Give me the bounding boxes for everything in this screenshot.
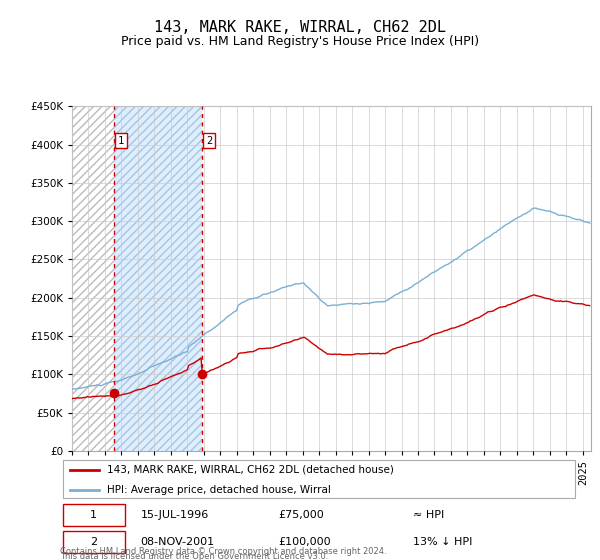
Bar	[114, 106, 202, 451]
FancyBboxPatch shape	[62, 460, 575, 498]
Text: 15-JUL-1996: 15-JUL-1996	[140, 510, 209, 520]
Text: 1: 1	[118, 136, 124, 146]
Text: 2: 2	[206, 136, 212, 146]
Text: £100,000: £100,000	[278, 537, 331, 547]
Bar	[72, 106, 114, 451]
Text: This data is licensed under the Open Government Licence v3.0.: This data is licensed under the Open Gov…	[60, 552, 328, 560]
Text: Contains HM Land Registry data © Crown copyright and database right 2024.: Contains HM Land Registry data © Crown c…	[60, 547, 386, 556]
Bar	[114, 106, 202, 451]
FancyBboxPatch shape	[62, 504, 125, 526]
Bar	[72, 106, 114, 451]
Text: 2: 2	[90, 537, 97, 547]
Text: 1: 1	[90, 510, 97, 520]
Text: 143, MARK RAKE, WIRRAL, CH62 2DL (detached house): 143, MARK RAKE, WIRRAL, CH62 2DL (detach…	[107, 465, 394, 475]
Text: 08-NOV-2001: 08-NOV-2001	[140, 537, 215, 547]
Text: £75,000: £75,000	[278, 510, 324, 520]
Text: Price paid vs. HM Land Registry's House Price Index (HPI): Price paid vs. HM Land Registry's House …	[121, 35, 479, 48]
Text: 13% ↓ HPI: 13% ↓ HPI	[413, 537, 472, 547]
FancyBboxPatch shape	[62, 531, 125, 553]
Text: 143, MARK RAKE, WIRRAL, CH62 2DL: 143, MARK RAKE, WIRRAL, CH62 2DL	[154, 20, 446, 35]
Text: ≈ HPI: ≈ HPI	[413, 510, 444, 520]
Text: HPI: Average price, detached house, Wirral: HPI: Average price, detached house, Wirr…	[107, 484, 331, 494]
